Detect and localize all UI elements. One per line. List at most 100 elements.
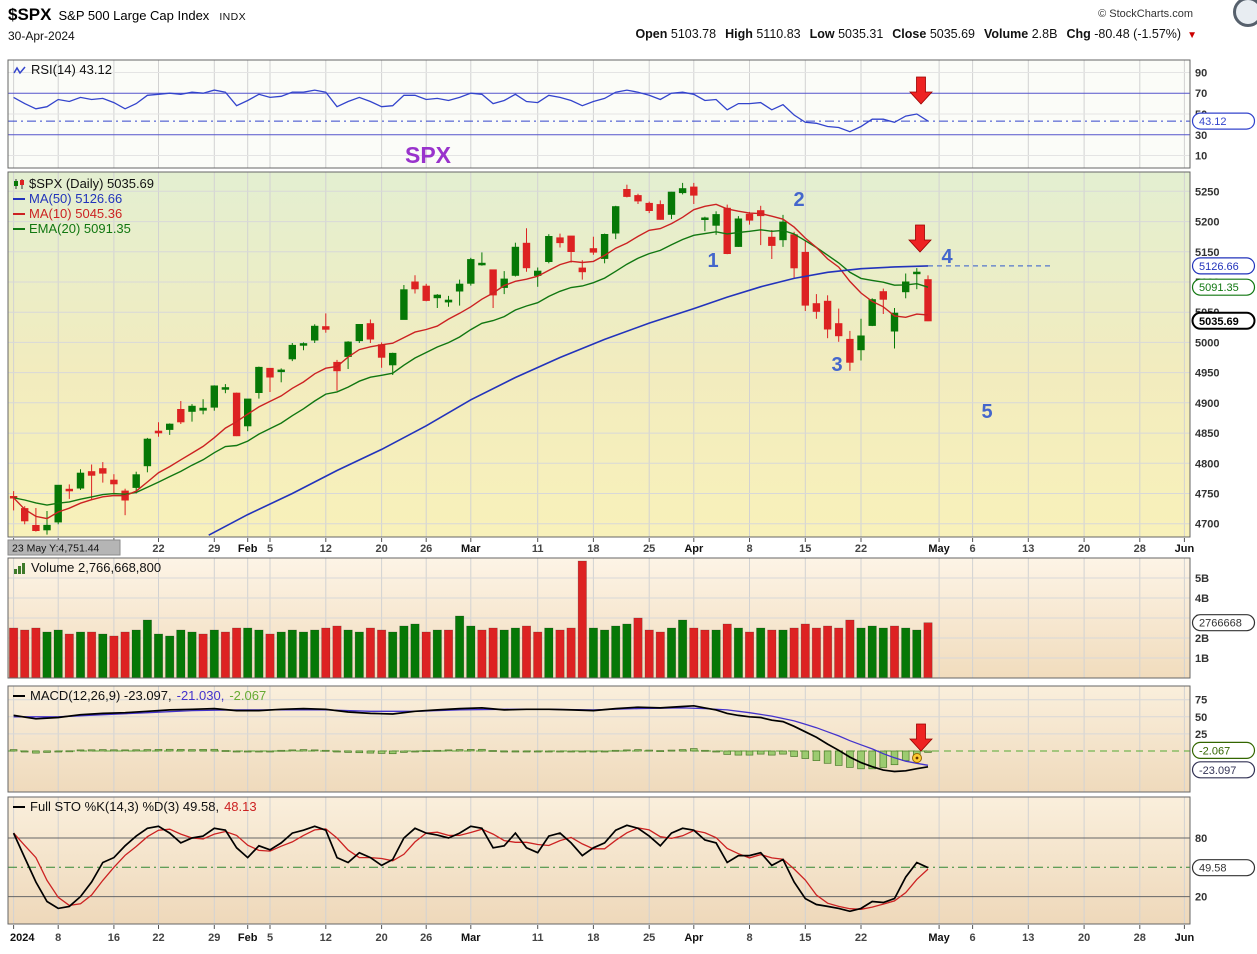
svg-text:4700: 4700 xyxy=(1195,519,1219,531)
svg-text:4B: 4B xyxy=(1195,593,1209,605)
quote-label: High xyxy=(725,27,753,41)
svg-text:11: 11 xyxy=(532,932,544,944)
ema20-callout: 5091.35 xyxy=(1191,278,1256,296)
down-arrow-icon xyxy=(909,723,933,752)
svg-text:5250: 5250 xyxy=(1195,186,1219,198)
svg-text:18: 18 xyxy=(587,543,599,555)
svg-text:20: 20 xyxy=(375,932,387,944)
sto-panel-border xyxy=(7,796,1191,925)
svg-text:5200: 5200 xyxy=(1195,217,1219,229)
svg-text:8: 8 xyxy=(55,932,61,944)
svg-text:1B: 1B xyxy=(1195,653,1209,665)
svg-text:29: 29 xyxy=(208,932,220,944)
svg-text:Jun: Jun xyxy=(1175,543,1195,555)
svg-text:6: 6 xyxy=(970,543,976,555)
sto-d-line xyxy=(13,827,929,910)
svg-text:16: 16 xyxy=(108,932,120,944)
index-name: S&P 500 Large Cap Index xyxy=(58,8,210,23)
quote-label: Close xyxy=(892,27,927,41)
svg-text:-2.067: -2.067 xyxy=(1199,745,1230,757)
macd-line xyxy=(13,704,929,773)
svg-text:Apr: Apr xyxy=(684,543,704,555)
wave-label-5: 5 xyxy=(981,401,992,423)
wave-label-1: 1 xyxy=(707,250,718,272)
macd-hist-callout: -2.067 xyxy=(1191,741,1256,760)
symbol: $SPX xyxy=(8,5,52,24)
svg-text:13: 13 xyxy=(1022,543,1034,555)
svg-text:May: May xyxy=(928,543,950,555)
price-panel-bg xyxy=(8,172,1190,537)
ema20-line xyxy=(13,229,929,506)
spx-annotation: SPX xyxy=(405,142,452,168)
sto-callout: 49.58 xyxy=(1191,859,1256,877)
svg-text:Mar: Mar xyxy=(461,932,481,944)
price-panel-border xyxy=(7,171,1191,538)
svg-text:22: 22 xyxy=(855,543,867,555)
bottom-x-axis: 2024 8 16 22 29 Feb 5 12 20 26 Mar 11 18 25 Apr 8 15 22 Ma… xyxy=(10,925,1194,944)
svg-text:Feb: Feb xyxy=(238,932,258,944)
svg-text:20: 20 xyxy=(1078,543,1090,555)
svg-text:5035.69: 5035.69 xyxy=(1199,316,1239,328)
rsi-panel-border xyxy=(7,59,1191,169)
svg-text:4950: 4950 xyxy=(1195,368,1219,380)
svg-text:20: 20 xyxy=(1078,932,1090,944)
svg-text:25: 25 xyxy=(1195,729,1207,741)
svg-text:Jun: Jun xyxy=(1175,932,1195,944)
chart-date: 30-Apr-2024 xyxy=(8,29,75,43)
svg-text:5000: 5000 xyxy=(1195,337,1219,349)
ma10-line xyxy=(13,203,929,520)
svg-text:20: 20 xyxy=(375,543,387,555)
svg-text:8: 8 xyxy=(746,543,752,555)
svg-text:43.12: 43.12 xyxy=(1199,116,1227,128)
svg-text:2024: 2024 xyxy=(10,932,35,944)
quote-pair: Volume 2.8B xyxy=(984,27,1057,41)
horizontal-gridlines xyxy=(8,72,1190,735)
svg-text:12: 12 xyxy=(320,543,332,555)
wave-label-4: 4 xyxy=(941,246,953,268)
svg-text:15: 15 xyxy=(799,543,811,555)
svg-text:5150: 5150 xyxy=(1195,247,1219,259)
svg-text:18: 18 xyxy=(587,932,599,944)
svg-text:30: 30 xyxy=(1195,130,1207,142)
quote-value: 5110.83 xyxy=(756,27,801,41)
svg-text:22: 22 xyxy=(152,932,164,944)
svg-text:4850: 4850 xyxy=(1195,428,1219,440)
exchange-tag: INDX xyxy=(219,11,246,23)
svg-text:20: 20 xyxy=(1195,892,1207,904)
quote-label: Volume xyxy=(984,27,1029,41)
svg-text:29: 29 xyxy=(208,543,220,555)
quote-value: 2.8B xyxy=(1031,27,1058,41)
svg-text:4900: 4900 xyxy=(1195,398,1219,410)
wave-label-3: 3 xyxy=(831,354,842,376)
svg-text:50: 50 xyxy=(1195,712,1207,724)
quote-pair: High 5110.83 xyxy=(725,27,801,41)
price-x-axis: 20248162229Feb5122026Mar111825Apr81522Ma… xyxy=(10,538,1194,555)
svg-text:Feb: Feb xyxy=(238,543,258,555)
quote-value: 5035.31 xyxy=(838,27,884,41)
sto-panel-bg xyxy=(8,797,1190,924)
svg-text:13: 13 xyxy=(1022,932,1034,944)
quote-value: 5035.69 xyxy=(929,27,975,41)
svg-text:6: 6 xyxy=(970,932,976,944)
svg-text:25: 25 xyxy=(643,543,655,555)
svg-text:4800: 4800 xyxy=(1195,458,1219,470)
svg-text:25: 25 xyxy=(643,932,655,944)
quote-pair: Open 5103.78 xyxy=(635,27,716,41)
close-callout: 5035.69 xyxy=(1191,311,1256,330)
svg-text:90: 90 xyxy=(1195,67,1207,79)
logo-icon[interactable] xyxy=(1233,0,1257,27)
svg-text:5: 5 xyxy=(267,543,273,555)
svg-text:28: 28 xyxy=(1134,932,1146,944)
macd-marker-dot xyxy=(915,756,919,760)
svg-text:26: 26 xyxy=(420,932,432,944)
svg-text:15: 15 xyxy=(799,932,811,944)
svg-text:23 May Y:4,751.44: 23 May Y:4,751.44 xyxy=(12,543,100,555)
macd-panel-border xyxy=(7,685,1191,793)
svg-text:5B: 5B xyxy=(1195,573,1209,585)
sto-k-line xyxy=(12,824,929,913)
quote-label: Low xyxy=(809,27,835,41)
quote-row: Open 5103.78 High 5110.83 Low 5035.31 Close… xyxy=(635,27,1197,41)
svg-text:8: 8 xyxy=(746,932,752,944)
quote-pair: Low 5035.31 xyxy=(810,27,884,41)
